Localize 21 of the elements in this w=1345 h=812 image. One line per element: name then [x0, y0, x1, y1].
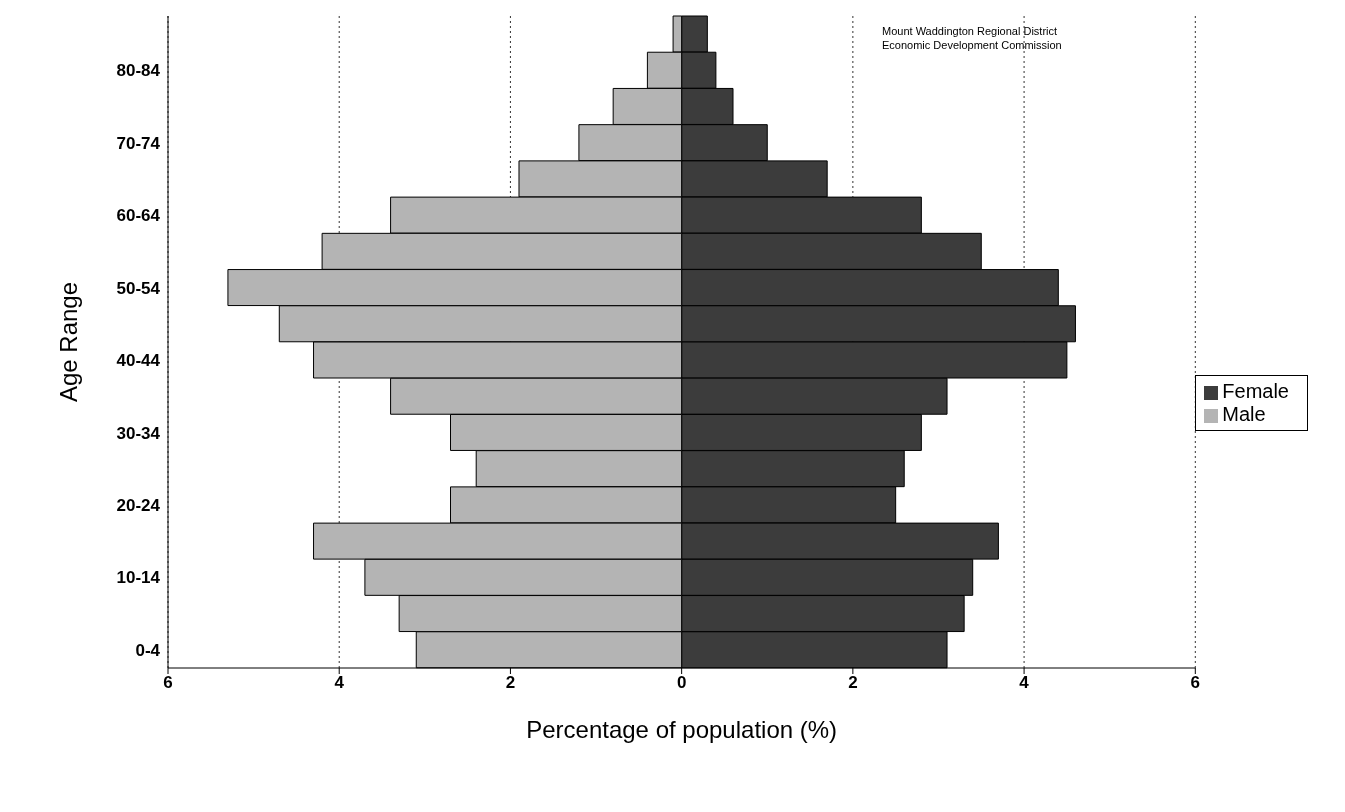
y-tick-label: 40-44	[116, 351, 161, 371]
y-tick-label: 0-4	[135, 640, 161, 660]
y-tick-label: 80-84	[116, 61, 161, 81]
y-tick-label: 70-74	[116, 133, 161, 153]
x-axis-title: Percentage of population (%)	[526, 716, 838, 743]
y-axis-title: Age Range	[54, 281, 82, 403]
y-tick-label: 50-54	[116, 278, 161, 298]
x-tick-label: 4	[334, 673, 345, 693]
annotation: Mount Waddington Regional District Economic Development Commission	[881, 24, 1063, 53]
y-tick-label: 60-64	[116, 206, 161, 226]
y-tick-label: 30-34	[116, 423, 161, 443]
x-tick-label: 4	[1019, 673, 1030, 693]
y-tick-label: 20-24	[116, 496, 161, 516]
legend-label: Female	[1222, 380, 1289, 402]
x-tick-label: 2	[848, 673, 858, 693]
x-tick-label: 6	[163, 673, 173, 693]
x-tick-label: 2	[505, 673, 516, 693]
x-tick-label: 0	[676, 673, 687, 693]
x-tick-label: 6	[1190, 673, 1201, 693]
legend-label: Male	[1222, 403, 1266, 425]
y-tick-label: 10-14	[116, 568, 161, 588]
